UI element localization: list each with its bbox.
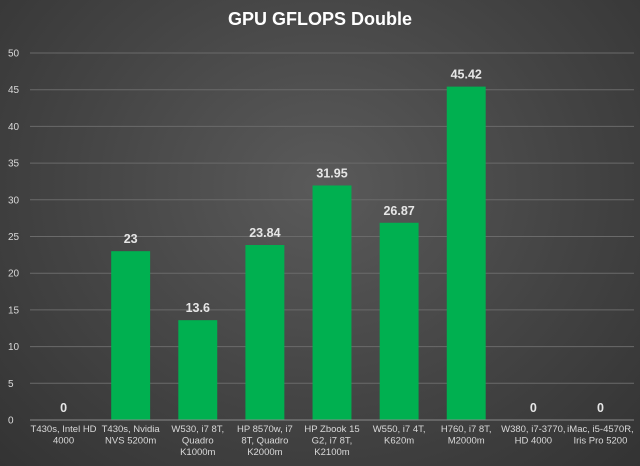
y-tick-label: 30 [8, 195, 20, 206]
y-tick-label: 45 [8, 85, 20, 96]
data-label: 23.84 [249, 226, 280, 240]
data-label: 31.95 [316, 166, 347, 180]
bar [245, 245, 285, 420]
data-label: 0 [60, 401, 67, 415]
x-tick-label: T430s, Intel HD 4000 [31, 424, 97, 447]
y-tick-label: 10 [8, 342, 20, 353]
chart-title: GPU GFLOPS Double [228, 9, 412, 29]
data-label: 45.42 [451, 68, 482, 82]
y-axis-ticks: 0 5 10 15 20 25 30 35 40 45 50 [8, 49, 20, 427]
y-tick-label: 25 [8, 232, 20, 243]
y-tick-label: 5 [8, 379, 14, 390]
x-tick-label: iMac, i5-4570R, Iris Pro 5200 [567, 424, 634, 447]
x-tick-label: T430s, Nvidia NVS 5200m [102, 424, 161, 447]
bar [111, 251, 151, 420]
bar [312, 185, 352, 420]
x-tick-label: W550, i7 4T, K620m [373, 424, 426, 447]
y-tick-label: 40 [8, 122, 20, 133]
y-tick-label: 35 [8, 159, 20, 170]
bars [111, 86, 486, 421]
x-tick-label: H760, i7 8T, M2000m [441, 424, 492, 447]
bar [446, 86, 486, 421]
y-tick-label: 20 [8, 269, 20, 280]
y-tick-label: 50 [8, 49, 20, 60]
data-label: 13.6 [186, 301, 210, 315]
data-label: 0 [530, 401, 537, 415]
data-labels: 0 23 13.6 23.84 31.95 26.87 45.42 0 0 [60, 68, 604, 415]
x-tick-label: W530, i7 8T, Quadro K1000m [171, 424, 224, 458]
data-label: 23 [124, 232, 138, 246]
data-label: 0 [597, 401, 604, 415]
y-tick-label: 0 [8, 416, 14, 427]
data-label: 26.87 [383, 204, 414, 218]
bar [178, 320, 218, 420]
x-tick-label: HP Zbook 15 G2, i7 8T, K2100m [304, 424, 359, 458]
x-tick-label: W380, i7-3770, HD 4000 [501, 424, 565, 447]
x-tick-label: HP 8570w, i7 8T, Quadro K2000m [237, 424, 293, 458]
y-tick-label: 15 [8, 305, 20, 316]
bar [379, 222, 419, 420]
